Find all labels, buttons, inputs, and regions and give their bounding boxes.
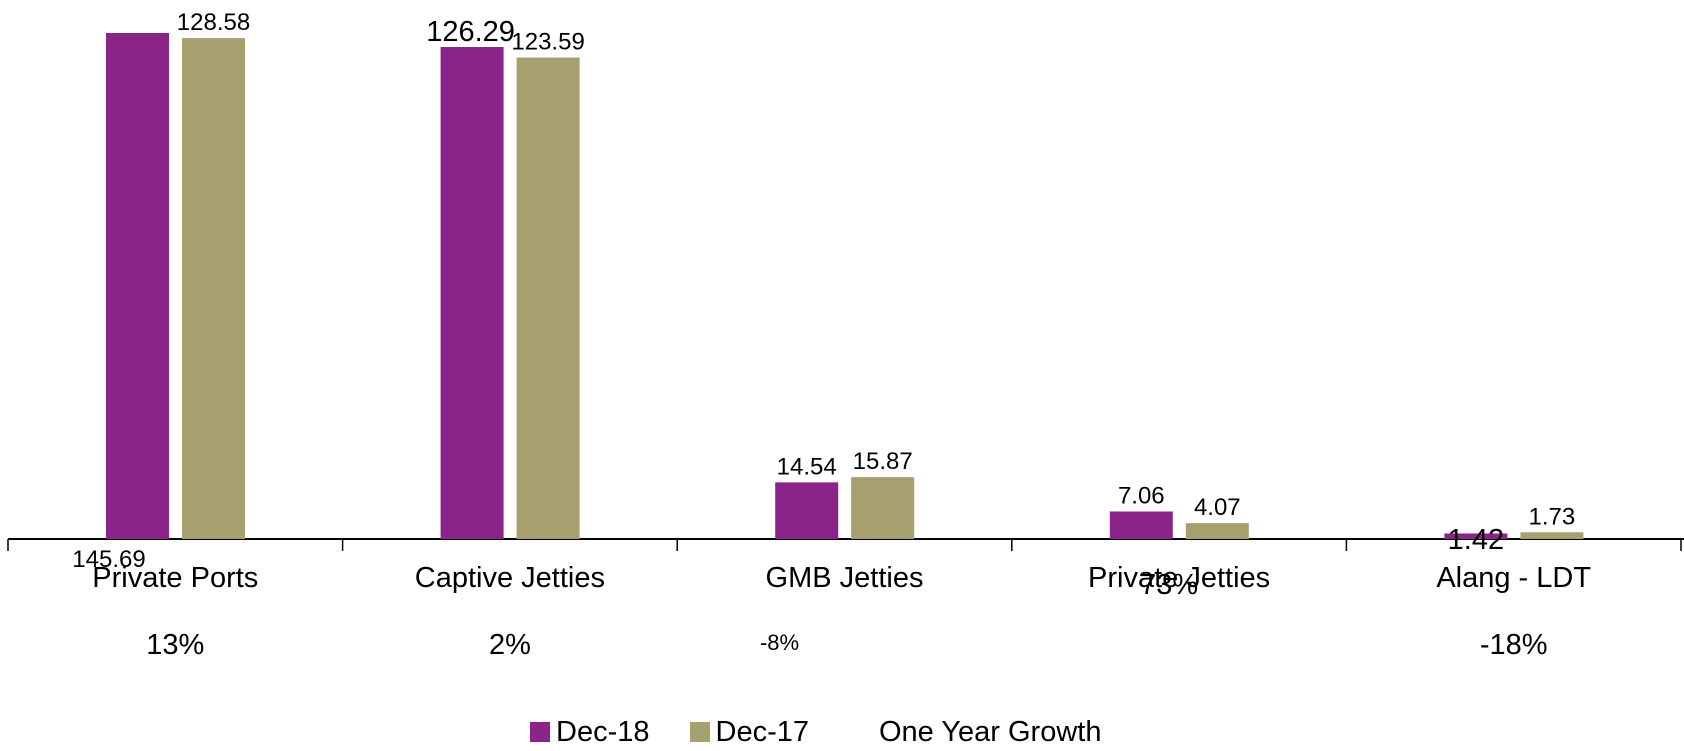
legend: Dec-18 Dec-17 One Year Growth bbox=[530, 715, 1141, 749]
legend-swatch-dec-17 bbox=[689, 722, 710, 742]
bar-dec-17-private-ports bbox=[182, 38, 245, 540]
category-label-captive-jetties: Captive Jetties bbox=[415, 562, 605, 594]
data-label-dec-17-private-ports: 128.58 bbox=[177, 9, 250, 36]
data-label-dec-18-private-ports: 145.69 bbox=[72, 546, 145, 573]
bar-dec-17-private-jetties bbox=[1185, 523, 1249, 539]
bar-marks bbox=[106, 33, 1584, 540]
bar-dec-18-alang-ldt bbox=[1444, 533, 1508, 539]
data-label-dec-17-alang-ldt: 1.73 bbox=[1529, 503, 1576, 530]
growth-label-private-jetties: 73% bbox=[1140, 569, 1198, 601]
bar-dec-18-private-jetties bbox=[1109, 511, 1173, 539]
bar-dec-17-alang-ldt bbox=[1520, 532, 1584, 539]
category-label-gmb-jetties: GMB Jetties bbox=[766, 562, 924, 594]
legend-label-growth: One Year Growth bbox=[879, 715, 1102, 748]
legend-swatch-dec-18 bbox=[530, 722, 550, 742]
data-label-dec-17-gmb-jetties: 15.87 bbox=[853, 448, 913, 475]
data-label-dec-17-captive-jetties: 123.59 bbox=[511, 29, 584, 56]
legend-label-dec-17: Dec-17 bbox=[715, 715, 810, 748]
data-label-dec-18-private-jetties: 7.06 bbox=[1118, 482, 1165, 509]
bar-dec-18-captive-jetties bbox=[440, 46, 504, 540]
data-label-dec-18-captive-jetties: 126.29 bbox=[426, 16, 515, 48]
data-label-dec-17-private-jetties: 4.07 bbox=[1194, 494, 1241, 521]
category-label-private-jetties: Private Jetties bbox=[1088, 562, 1270, 594]
legend-item-dec-17: Dec-17 bbox=[689, 715, 810, 749]
category-labels: Private Ports Captive Jetties GMB Jetties P… bbox=[92, 562, 1591, 594]
legend-label-dec-18: Dec-18 bbox=[556, 715, 650, 748]
growth-labels: 13% 2% -8% 73% -18% bbox=[146, 569, 1547, 661]
growth-label-captive-jetties: 2% bbox=[489, 629, 531, 661]
legend-item-growth: One Year Growth bbox=[879, 716, 1101, 749]
data-label-dec-18-alang-ldt: 1.42 bbox=[1448, 524, 1504, 556]
growth-label-private-ports: 13% bbox=[146, 629, 204, 661]
legend-item-dec-18: Dec-18 bbox=[530, 716, 650, 749]
bar-dec-17-gmb-jetties bbox=[851, 477, 915, 539]
data-label-dec-18-gmb-jetties: 14.54 bbox=[777, 453, 837, 480]
x-axis-ticks bbox=[7, 539, 1682, 551]
category-label-private-ports: Private Ports bbox=[92, 562, 258, 594]
growth-label-gmb-jetties: -8% bbox=[760, 630, 799, 655]
category-label-alang-ldt: Alang - LDT bbox=[1436, 562, 1591, 594]
bar-dec-17-captive-jetties bbox=[516, 57, 580, 539]
growth-label-alang-ldt: -18% bbox=[1480, 629, 1548, 661]
bar-dec-18-private-ports bbox=[106, 33, 169, 539]
bar-dec-18-gmb-jetties bbox=[775, 482, 839, 539]
